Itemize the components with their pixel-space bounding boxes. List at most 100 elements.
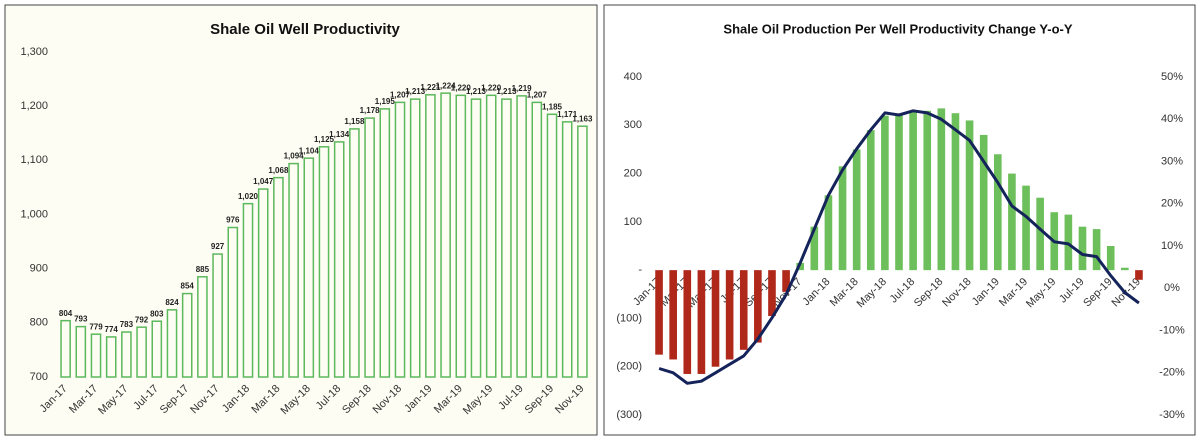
bar [1121, 267, 1129, 271]
bar [1135, 270, 1143, 280]
bar [90, 333, 102, 378]
bar [979, 134, 988, 271]
bar [1022, 185, 1030, 271]
bar [485, 94, 497, 378]
y-tick-label: 200 [624, 167, 642, 179]
bar [577, 125, 588, 378]
data-label: 783 [120, 320, 134, 329]
data-label: 1,178 [360, 106, 381, 115]
data-label: 854 [181, 282, 195, 291]
bar [60, 319, 71, 378]
bar [697, 270, 706, 374]
data-label: 927 [211, 242, 225, 251]
data-label: 1,220 [481, 83, 502, 92]
bar [866, 130, 875, 271]
bar [768, 270, 776, 317]
bar [242, 202, 254, 378]
bar [881, 115, 889, 271]
data-label: 976 [226, 216, 240, 225]
y2-tick-label: 40% [1161, 113, 1183, 125]
bar [75, 325, 87, 378]
bar [379, 108, 391, 378]
bar [754, 270, 762, 343]
data-label: 793 [74, 315, 88, 324]
y-tick-label: - [638, 264, 642, 276]
bar [1078, 226, 1087, 271]
y2-tick-label: 50% [1161, 71, 1183, 83]
bar [318, 146, 330, 378]
bar [852, 149, 861, 271]
bar [455, 94, 467, 378]
y-tick-label: 100 [624, 216, 642, 228]
bar [1036, 197, 1044, 271]
bar [937, 108, 946, 271]
bar [683, 270, 692, 374]
bar [909, 110, 917, 271]
bar [349, 128, 360, 378]
y-tick-label: (300) [616, 409, 642, 421]
data-label: 1,047 [253, 177, 274, 186]
data-label: 885 [196, 265, 210, 274]
bar [166, 309, 178, 378]
y-tick-label: 1,300 [20, 46, 48, 58]
bar [993, 154, 1002, 271]
data-label: 1,171 [557, 110, 578, 119]
bar [895, 115, 903, 271]
bar [440, 92, 451, 378]
data-label: 1,224 [436, 81, 457, 90]
bar [725, 270, 734, 360]
y2-tick-label: -30% [1159, 409, 1185, 421]
bar [394, 101, 406, 378]
bar [1106, 246, 1115, 271]
bar [227, 226, 239, 378]
data-label: 1,213 [466, 87, 487, 96]
data-label: 1,185 [542, 102, 563, 111]
y-tick-label: 1,200 [20, 100, 48, 112]
data-label: 1,163 [572, 114, 593, 123]
data-label: 1,020 [238, 192, 259, 201]
bar [257, 188, 269, 378]
y-tick-label: 300 [624, 119, 642, 131]
bar [669, 270, 677, 360]
bar [965, 120, 974, 271]
data-label: 1,195 [375, 97, 396, 106]
bar [121, 331, 132, 378]
data-label: 1,094 [284, 152, 305, 161]
bar [151, 320, 163, 378]
bar [546, 113, 558, 378]
bar [739, 270, 748, 350]
bar [711, 270, 720, 367]
bar [409, 98, 421, 378]
y2-tick-label: 10% [1161, 240, 1183, 252]
bar [364, 117, 375, 378]
bar [333, 141, 345, 378]
bar [516, 95, 527, 378]
bar [136, 326, 147, 378]
bar [824, 195, 833, 271]
data-label: 779 [89, 322, 103, 331]
bar [105, 336, 117, 378]
bar [470, 98, 482, 378]
bar [1064, 214, 1073, 271]
bar [303, 157, 315, 378]
y-tick-label: 700 [30, 371, 48, 383]
y2-tick-label: -10% [1159, 324, 1185, 336]
bar [951, 113, 960, 271]
y-tick-label: 1,100 [20, 154, 48, 166]
y-tick-label: (200) [616, 361, 642, 373]
bar [810, 226, 819, 271]
bar [212, 253, 223, 378]
data-label: 1,104 [299, 146, 320, 155]
data-label: 774 [105, 325, 119, 334]
bar [425, 94, 436, 378]
bar [655, 270, 663, 355]
y2-tick-label: -20% [1159, 367, 1185, 379]
data-label: 1,213 [496, 87, 517, 96]
data-label: 1,220 [451, 83, 472, 92]
line [658, 109, 1140, 385]
data-label: 1,221 [420, 83, 441, 92]
chart-title: Shale Oil Production Per Well Productivi… [723, 21, 1072, 36]
data-label: 1,213 [405, 87, 426, 96]
y-tick-label: (100) [616, 312, 642, 324]
